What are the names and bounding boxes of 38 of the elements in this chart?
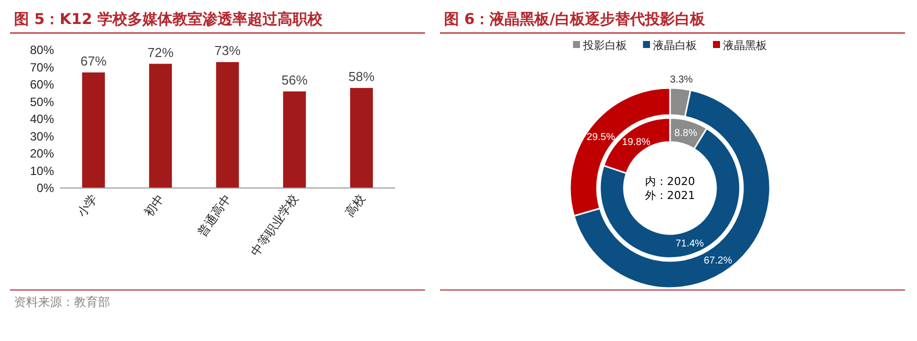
y-tick-label: 10% <box>30 164 54 178</box>
data-label: 56% <box>281 72 308 88</box>
y-tick-label: 80% <box>30 43 54 57</box>
bar <box>350 88 373 188</box>
data-label: 71.4% <box>675 238 704 250</box>
y-tick-label: 70% <box>30 60 54 74</box>
x-tick-label: 普通高中 <box>194 192 234 240</box>
y-tick-label: 30% <box>30 129 54 144</box>
data-label: 29.5% <box>586 132 616 144</box>
y-tick-label: 20% <box>30 146 54 160</box>
chart-title: 图 5：K12 学校多媒体教室渗透率超过高职校 <box>14 10 324 28</box>
bar <box>149 64 172 188</box>
data-label: 3.3% <box>670 74 693 86</box>
text: 资料来源：教育部 <box>14 295 110 309</box>
x-tick-label: 初中 <box>142 192 167 220</box>
legend-label: 液晶黑板 <box>723 39 767 52</box>
bar <box>82 72 105 188</box>
bar <box>283 91 306 188</box>
legend-label: 投影白板 <box>582 39 627 52</box>
y-tick-label: 0% <box>36 181 54 195</box>
data-label: 67% <box>80 53 107 68</box>
legend-label: 液晶白板 <box>653 39 697 52</box>
x-tick-label: 高校 <box>342 192 368 220</box>
x-tick-label: 小学 <box>74 192 100 220</box>
data-label: 72% <box>147 44 174 60</box>
text: 内：2020 <box>645 175 695 188</box>
y-tick-label: 40% <box>30 112 54 126</box>
data-label: 8.8% <box>674 128 698 140</box>
data-label: 73% <box>214 43 241 58</box>
bar <box>216 62 239 188</box>
y-tick-label: 60% <box>30 78 54 92</box>
text: 外：2021 <box>645 189 695 202</box>
x-tick-label: 中等职业学校 <box>248 192 301 259</box>
data-label: 58% <box>348 68 375 84</box>
chart-title: 图 6：液晶黑板/白板逐步替代投影白板 <box>444 10 706 28</box>
data-label: 67.2% <box>704 255 732 266</box>
data-label: 19.8% <box>622 136 650 148</box>
y-tick-label: 50% <box>30 94 54 109</box>
